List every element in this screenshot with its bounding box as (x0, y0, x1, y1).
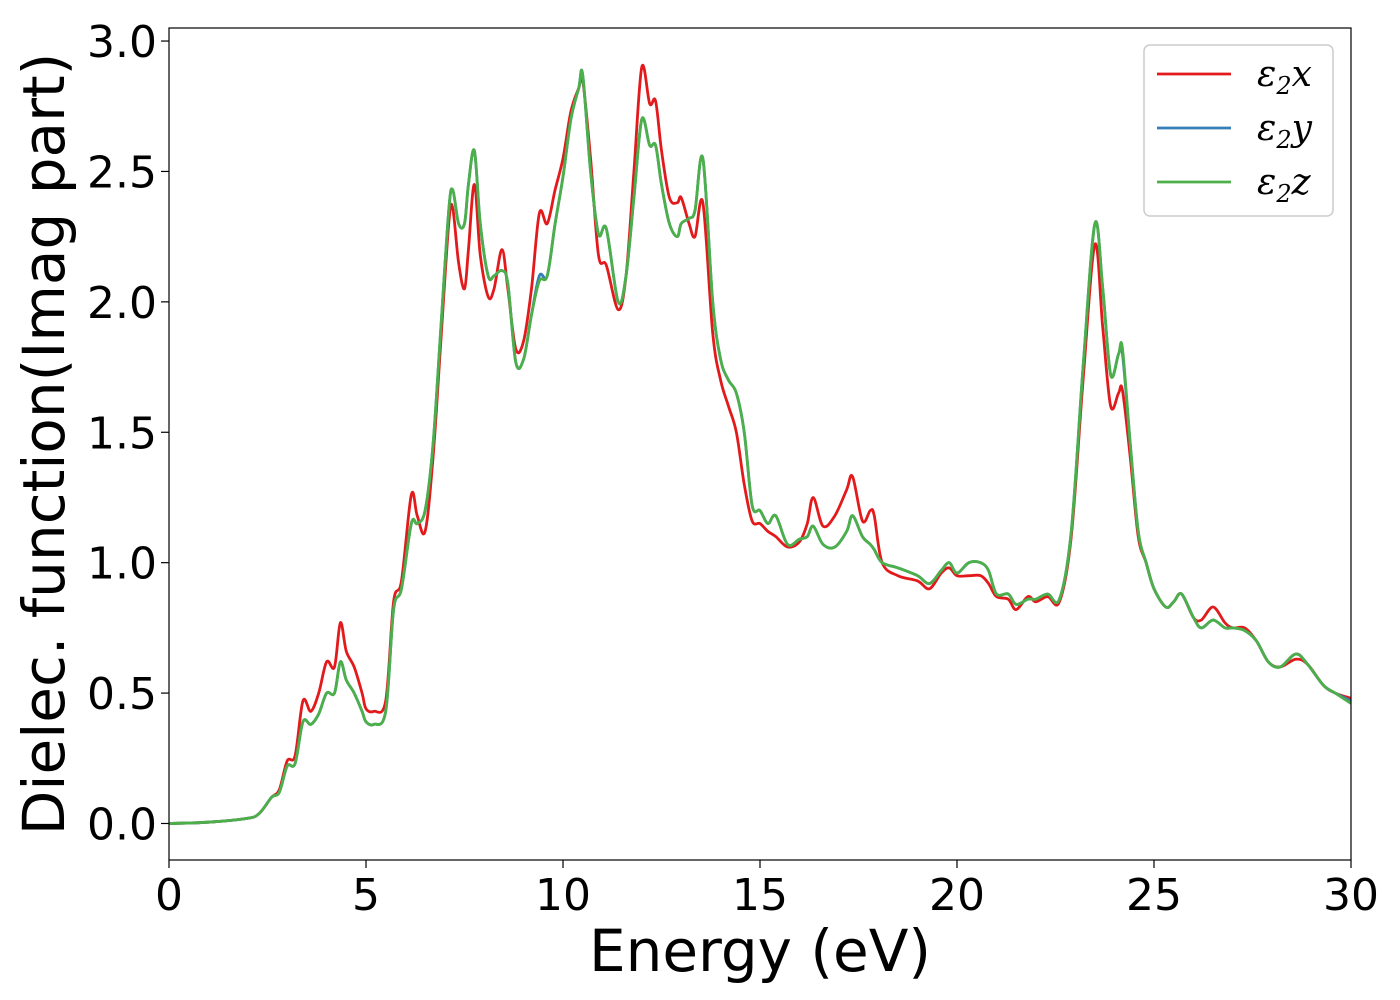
legend-label-y: ε2y (1257, 108, 1313, 154)
y-tick-label: 2.0 (87, 278, 157, 329)
x-tick-label: 25 (1126, 870, 1182, 921)
legend-symbol: ε (1257, 54, 1276, 95)
legend-symbol: ε (1257, 162, 1276, 203)
legend-label-x: ε2x (1257, 54, 1312, 100)
series-line-x (169, 63, 1351, 825)
legend-subscript: 2 (1275, 72, 1291, 100)
plot-area (168, 27, 1352, 861)
x-axis-label: Energy (eV) (589, 917, 931, 985)
legend-symbol: ε (1257, 108, 1276, 149)
y-tick-label: 1.0 (87, 539, 157, 590)
y-tick-label: 3.0 (87, 17, 157, 68)
y-tick-label: 0.0 (87, 799, 157, 850)
series-line-z (169, 68, 1351, 825)
y-tick-label: 0.5 (87, 669, 157, 720)
x-tick-label: 30 (1323, 870, 1379, 921)
legend-variable: x (1292, 54, 1312, 95)
y-axis: 0.0 0.5 1.0 1.5 2.0 2.5 3.0 (87, 17, 169, 850)
x-axis: 0 5 10 15 20 25 30 (155, 860, 1379, 921)
x-tick-label: 0 (155, 870, 183, 921)
legend-box (1143, 44, 1334, 217)
legend-label-z: ε2z (1257, 162, 1312, 208)
y-tick-label: 2.5 (87, 147, 157, 198)
x-tick-label: 5 (352, 870, 380, 921)
series-group (169, 63, 1351, 825)
legend-variable: y (1290, 108, 1313, 149)
x-tick-label: 15 (732, 870, 788, 921)
x-tick-label: 10 (535, 870, 591, 921)
legend-variable: z (1291, 162, 1312, 203)
legend-subscript: 2 (1275, 180, 1291, 208)
x-tick-label: 20 (929, 870, 985, 921)
y-axis-label: Dielec. function(Imag part) (10, 53, 78, 836)
y-tick-label: 1.5 (87, 408, 157, 459)
legend-subscript: 2 (1275, 126, 1291, 154)
